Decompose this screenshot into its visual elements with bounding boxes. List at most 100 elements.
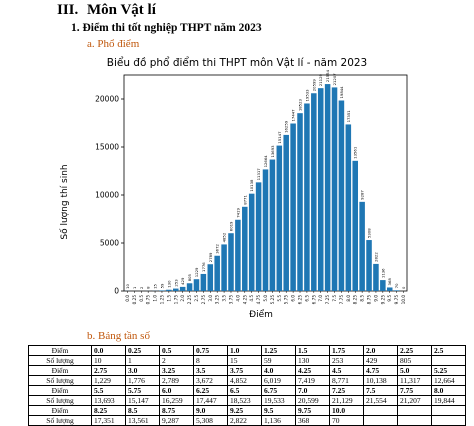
x-tick-label: 1.0 (153, 295, 158, 302)
bar (373, 264, 379, 291)
score-cell: 8.5 (126, 406, 160, 416)
x-tick-label: 2.75 (201, 295, 206, 305)
section-title: Môn Vật lí (87, 2, 156, 18)
count-cell: 1 (126, 356, 160, 366)
score-cell: 7.25 (330, 386, 364, 396)
score-cell: 2.0 (364, 346, 398, 356)
score-cell: 9.25 (228, 406, 262, 416)
x-tick-label: 6.25 (298, 295, 303, 305)
x-tick-label: 8.0 (346, 295, 351, 302)
score-cell: 5.25 (432, 366, 466, 376)
score-row-label: Điểm (29, 406, 92, 416)
score-cell: 9.5 (262, 406, 296, 416)
count-cell: 6,019 (262, 376, 296, 386)
bar (187, 283, 193, 291)
score-cell: 8.75 (160, 406, 194, 416)
score-row-label: Điểm (29, 346, 92, 356)
bar (297, 113, 303, 291)
score-cell: 5.0 (398, 366, 432, 376)
chart-title: Biểu đồ phổ điểm thi THPT môn Vật lí - n… (107, 56, 368, 69)
y-tick-label: 15000 (95, 143, 119, 152)
bar (166, 290, 172, 291)
score-cell: 2.25 (398, 346, 432, 356)
bar-value-label: 2822 (373, 252, 378, 262)
bar-value-label: 13561 (353, 146, 358, 159)
bar-value-label: 17447 (291, 109, 296, 122)
count-cell: 20,599 (296, 396, 330, 406)
bar-value-label: 4852 (222, 232, 227, 242)
bar (277, 146, 283, 291)
score-cell (364, 406, 398, 416)
score-cell: 6.75 (262, 386, 296, 396)
x-tick-label: 6.0 (291, 295, 296, 302)
item-a-heading: a. Phổ điểm (87, 38, 139, 50)
count-cell: 1,229 (92, 376, 126, 386)
bar-value-label: 1776 (201, 262, 206, 272)
bar (228, 233, 234, 291)
bar-value-label: 21129 (318, 73, 323, 86)
bar (208, 264, 214, 291)
score-cell: 10.0 (330, 406, 364, 416)
count-cell: 16,259 (160, 396, 194, 406)
count-cell: 7,419 (296, 376, 330, 386)
score-cell: 0.25 (126, 346, 160, 356)
count-cell: 130 (296, 356, 330, 366)
section-heading: III.Môn Vật lí (57, 2, 156, 19)
bar-value-label: 59 (159, 283, 164, 288)
bar (270, 160, 276, 291)
y-tick-label: 0 (114, 287, 119, 296)
bar (325, 84, 331, 291)
bar (256, 182, 262, 291)
bar-value-label: 6019 (228, 221, 233, 231)
count-cell: 21,207 (398, 396, 432, 406)
bar-value-label: 2789 (208, 252, 213, 262)
bar-value-label: 2 (139, 286, 144, 289)
score-cell: 1.75 (330, 346, 364, 356)
x-tick-label: 0.75 (146, 295, 151, 305)
bar-value-label: 8771 (242, 195, 247, 205)
bar (235, 220, 241, 291)
score-cell: 7.0 (296, 386, 330, 396)
x-tick-label: 7.75 (339, 295, 344, 305)
count-cell: 2 (160, 356, 194, 366)
bar-value-label: 8 (146, 286, 151, 289)
x-tick-label: 3.0 (208, 295, 213, 302)
x-tick-label: 9.75 (394, 295, 399, 305)
score-cell: 4.5 (330, 366, 364, 376)
bar (366, 240, 372, 291)
bar-value-label: 0 (401, 286, 406, 289)
count-cell: 11,317 (398, 376, 432, 386)
x-tick-label: 3.75 (228, 295, 233, 305)
count-cell: 253 (330, 356, 364, 366)
count-cell: 19,533 (262, 396, 296, 406)
bar (159, 290, 165, 291)
x-tick-label: 2.0 (180, 295, 185, 302)
count-cell: 15,147 (126, 396, 160, 406)
x-tick-label: 0.0 (125, 295, 130, 302)
bar-value-label: 15147 (277, 131, 282, 144)
bar (318, 88, 324, 291)
y-axis-label: Số lượng thí sinh (59, 164, 70, 239)
bar (283, 135, 289, 291)
score-cell: 4.0 (262, 366, 296, 376)
score-cell (432, 406, 466, 416)
bar-value-label: 10138 (249, 179, 254, 192)
bar-value-label: 9287 (360, 190, 365, 200)
count-cell: 1,776 (126, 376, 160, 386)
count-cell: 21,129 (330, 396, 364, 406)
bar-value-label: 19533 (304, 89, 309, 102)
subsection-heading: 1. Điểm thi tốt nghiệp THPT năm 2023 (71, 22, 262, 34)
y-tick-label: 5000 (100, 239, 119, 248)
score-cell: 2.5 (432, 346, 466, 356)
x-tick-label: 6.5 (304, 295, 309, 302)
bar-value-label: 11317 (256, 168, 261, 181)
x-tick-label: 1.5 (166, 295, 171, 302)
bar (359, 202, 365, 291)
count-row-label: Số lượng (29, 396, 92, 406)
bar-value-label: 16259 (284, 120, 289, 133)
